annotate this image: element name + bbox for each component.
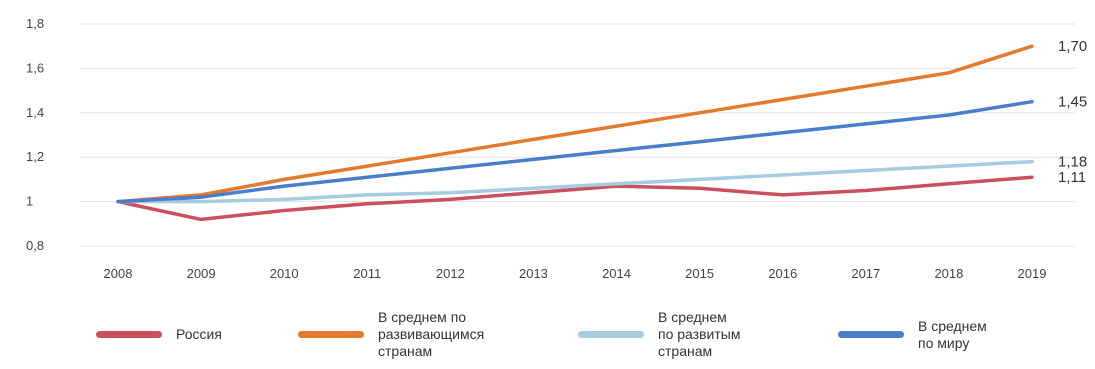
- legend-label: В среднем по развитым странам: [658, 309, 741, 359]
- end-value-label: 1,70: [1058, 38, 1087, 55]
- y-tick-label: 1,4: [26, 105, 44, 120]
- series-line-3: [116, 99, 1034, 204]
- x-tick-label: 2009: [187, 266, 216, 281]
- y-tick-label: 1,2: [26, 149, 44, 164]
- legend-swatch: [298, 331, 364, 338]
- y-tick-label: 1: [26, 194, 33, 209]
- x-tick-label: 2018: [934, 266, 963, 281]
- series-line-1: [116, 44, 1034, 204]
- end-value-label: 1,45: [1058, 94, 1087, 111]
- legend-label: В среднем по развивающимся странам: [378, 309, 485, 359]
- x-tick-label: 2019: [1018, 266, 1047, 281]
- x-tick-label: 2010: [270, 266, 299, 281]
- end-value-label: 1,11: [1058, 169, 1086, 186]
- legend-swatch: [578, 331, 644, 338]
- line-chart: 0,8 1 1,2 1,4 1,6 1,8 2008 2009 2010 2011 2012 2013…: [26, 16, 1087, 281]
- series-line-0: [116, 175, 1034, 222]
- legend-swatch: [838, 331, 904, 338]
- chart-legend: Россия В среднем по развивающимся страна…: [0, 300, 1095, 369]
- legend-item-developed: В среднем по развитым странам: [578, 300, 740, 369]
- y-tick-label: 1,8: [26, 16, 44, 31]
- x-tick-label: 2017: [851, 266, 880, 281]
- x-tick-label: 2016: [768, 266, 797, 281]
- end-value-label: 1,18: [1058, 154, 1087, 171]
- x-tick-label: 2015: [685, 266, 714, 281]
- legend-swatch: [96, 331, 162, 338]
- x-tick-label: 2014: [602, 266, 631, 281]
- y-tick-label: 1,6: [26, 60, 44, 75]
- legend-item-developing: В среднем по развивающимся странам: [298, 300, 484, 369]
- legend-item-world: В среднем по миру: [838, 300, 987, 369]
- x-tick-label: 2011: [353, 266, 381, 281]
- x-tick-label: 2008: [104, 266, 133, 281]
- legend-label: В среднем по миру: [918, 317, 987, 351]
- x-tick-label: 2012: [436, 266, 465, 281]
- x-tick-label: 2013: [519, 266, 548, 281]
- legend-label: Россия: [176, 326, 222, 342]
- y-tick-label: 0,8: [26, 238, 44, 253]
- legend-item-russia: Россия: [96, 300, 222, 369]
- series-line-2: [116, 159, 1034, 204]
